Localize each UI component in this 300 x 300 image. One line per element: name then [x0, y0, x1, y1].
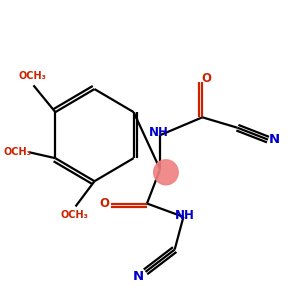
Circle shape	[154, 160, 178, 185]
Text: OCH₃: OCH₃	[60, 210, 88, 220]
Text: NH: NH	[149, 126, 169, 139]
Text: NH: NH	[175, 209, 195, 222]
Text: N: N	[268, 133, 279, 146]
Text: OCH₃: OCH₃	[18, 71, 46, 81]
Text: OCH₃: OCH₃	[4, 147, 32, 157]
Text: O: O	[100, 197, 110, 210]
Text: O: O	[202, 72, 212, 85]
Text: N: N	[133, 270, 144, 283]
